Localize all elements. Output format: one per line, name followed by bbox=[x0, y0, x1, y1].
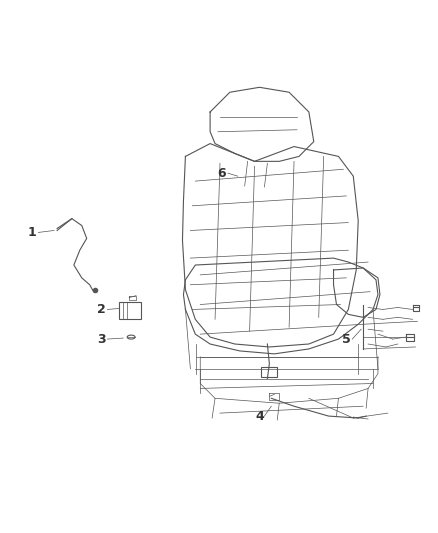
Text: 4: 4 bbox=[255, 409, 264, 423]
Text: 1: 1 bbox=[28, 226, 37, 239]
Text: 3: 3 bbox=[97, 333, 106, 345]
Text: 2: 2 bbox=[97, 303, 106, 316]
Text: 6: 6 bbox=[218, 167, 226, 180]
Text: 5: 5 bbox=[342, 333, 351, 345]
Bar bbox=[119, 302, 141, 319]
